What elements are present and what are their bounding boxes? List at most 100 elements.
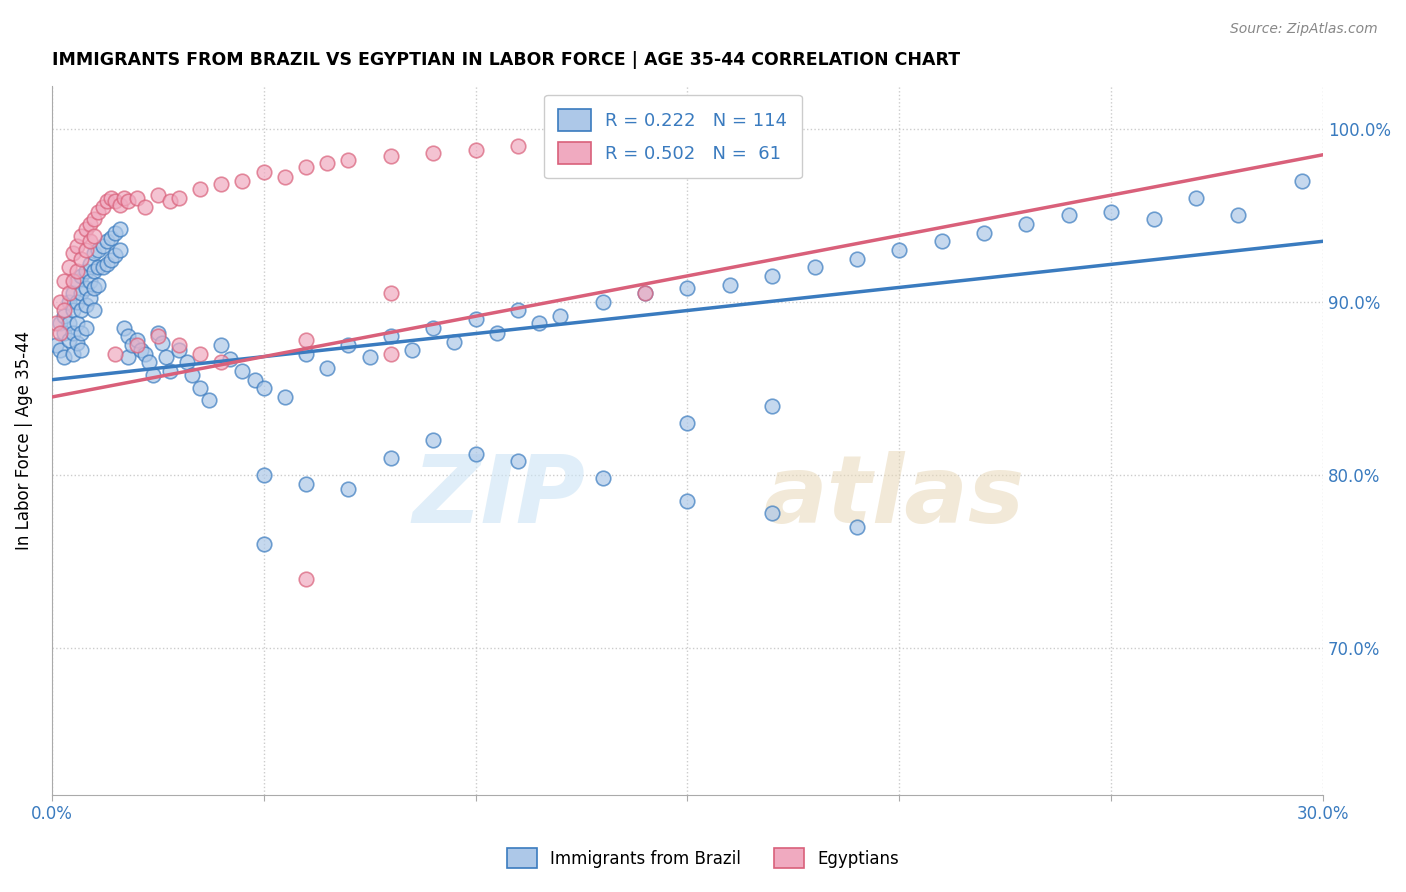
Point — [129, 343, 152, 358]
Point — [83, 246, 105, 260]
Point — [108, 222, 131, 236]
Point — [104, 347, 127, 361]
Point — [316, 360, 339, 375]
Point — [1015, 217, 1038, 231]
Point — [167, 191, 190, 205]
Point — [676, 281, 699, 295]
Point — [718, 277, 741, 292]
Point — [70, 252, 93, 266]
Point — [295, 333, 318, 347]
Point — [1185, 191, 1208, 205]
Point — [58, 333, 80, 347]
Point — [79, 217, 101, 231]
Point — [295, 160, 318, 174]
Point — [761, 125, 783, 139]
Point — [108, 243, 131, 257]
Point — [87, 260, 110, 275]
Point — [676, 494, 699, 508]
Point — [846, 520, 869, 534]
Point — [634, 286, 657, 301]
Point — [62, 246, 84, 260]
Point — [316, 156, 339, 170]
Point — [49, 343, 72, 358]
Point — [108, 198, 131, 212]
Point — [803, 260, 825, 275]
Point — [96, 257, 118, 271]
Point — [83, 229, 105, 244]
Point — [761, 268, 783, 283]
Point — [53, 326, 76, 340]
Point — [634, 286, 657, 301]
Point — [231, 174, 253, 188]
Point — [79, 257, 101, 271]
Text: atlas: atlas — [763, 451, 1025, 543]
Point — [83, 263, 105, 277]
Point — [75, 243, 97, 257]
Point — [79, 234, 101, 248]
Point — [62, 347, 84, 361]
Point — [422, 320, 444, 334]
Point — [100, 231, 122, 245]
Point — [550, 309, 572, 323]
Point — [676, 416, 699, 430]
Point — [176, 355, 198, 369]
Point — [337, 338, 360, 352]
Point — [889, 243, 911, 257]
Point — [973, 226, 995, 240]
Point — [159, 194, 181, 209]
Point — [253, 537, 276, 551]
Point — [506, 454, 529, 468]
Point — [295, 347, 318, 361]
Point — [100, 253, 122, 268]
Point — [87, 277, 110, 292]
Point — [253, 165, 276, 179]
Point — [209, 355, 232, 369]
Point — [70, 286, 93, 301]
Point — [53, 350, 76, 364]
Point — [188, 381, 211, 395]
Point — [138, 355, 160, 369]
Point — [337, 482, 360, 496]
Point — [592, 132, 614, 146]
Point — [274, 390, 297, 404]
Point — [87, 243, 110, 257]
Point — [550, 136, 572, 150]
Point — [53, 303, 76, 318]
Text: ZIP: ZIP — [413, 451, 586, 543]
Point — [146, 187, 169, 202]
Point — [91, 239, 114, 253]
Point — [506, 303, 529, 318]
Point — [79, 274, 101, 288]
Point — [359, 350, 381, 364]
Point — [337, 153, 360, 167]
Legend: R = 0.222   N = 114, R = 0.502   N =  61: R = 0.222 N = 114, R = 0.502 N = 61 — [544, 95, 801, 178]
Point — [70, 268, 93, 283]
Point — [380, 286, 402, 301]
Point — [87, 204, 110, 219]
Point — [464, 447, 486, 461]
Point — [83, 303, 105, 318]
Point — [70, 303, 93, 318]
Point — [422, 146, 444, 161]
Point — [66, 336, 89, 351]
Point — [79, 292, 101, 306]
Point — [253, 381, 276, 395]
Point — [58, 286, 80, 301]
Point — [485, 326, 508, 340]
Point — [104, 248, 127, 262]
Point — [58, 316, 80, 330]
Point — [96, 194, 118, 209]
Point — [1057, 208, 1080, 222]
Point — [121, 338, 143, 352]
Point — [253, 467, 276, 482]
Point — [104, 194, 127, 209]
Point — [134, 200, 156, 214]
Point — [464, 312, 486, 326]
Point — [70, 229, 93, 244]
Legend: Immigrants from Brazil, Egyptians: Immigrants from Brazil, Egyptians — [498, 839, 908, 877]
Point — [75, 222, 97, 236]
Point — [380, 347, 402, 361]
Point — [70, 326, 93, 340]
Point — [53, 309, 76, 323]
Point — [159, 364, 181, 378]
